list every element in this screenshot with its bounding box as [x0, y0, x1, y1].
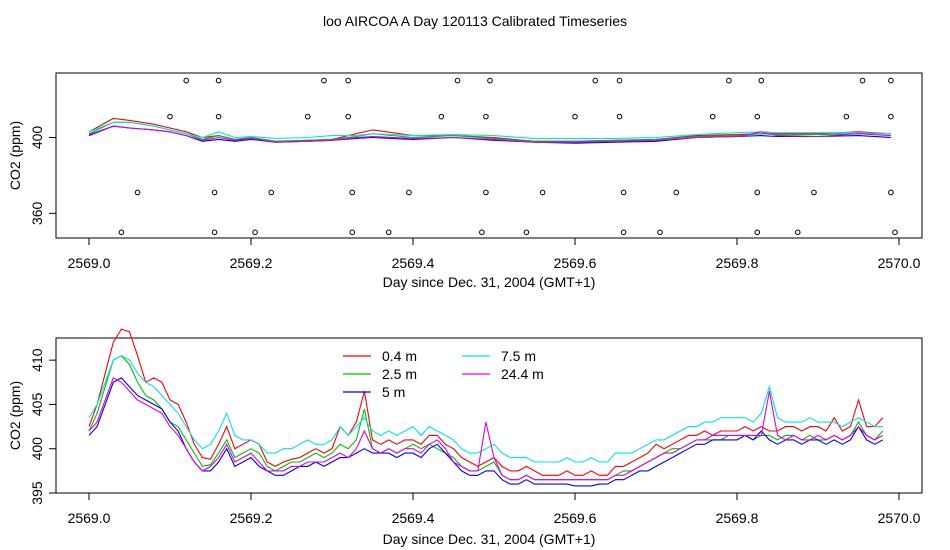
x-tick-label: 2569.2 — [230, 255, 273, 271]
flag-point — [657, 229, 663, 236]
flag-point — [304, 113, 311, 120]
y-tick-label: 400 — [29, 126, 45, 150]
series-line-0-4-m — [88, 117, 891, 142]
flag-point — [183, 77, 189, 84]
x-tick-label: 2569.4 — [392, 510, 435, 526]
flag-point — [758, 77, 765, 84]
x-tick-label: 2569.0 — [68, 510, 111, 526]
flag-point — [754, 189, 761, 196]
x-tick-label: 2569.6 — [554, 510, 597, 526]
x-axis-label: Day since Dec. 31, 2004 (GMT+1) — [383, 531, 596, 547]
flag-point — [345, 113, 352, 120]
figure-title: loo AIRCOA A Day 120113 Calibrated Times… — [323, 13, 627, 29]
y-tick-label: 395 — [29, 481, 45, 505]
flag-point — [349, 229, 356, 236]
legend-label: 2.5 m — [382, 366, 417, 382]
flag-point — [215, 113, 222, 120]
top-panel: 2569.0 2569.2 2569.4 2569.6 2569.8 2570.0 Day … — [7, 72, 923, 290]
y-tick-label: 405 — [29, 393, 45, 417]
series-line-24-4-m — [88, 125, 891, 143]
x-tick-label: 2569.2 — [230, 510, 273, 526]
flag-point — [454, 77, 461, 84]
flag-point — [673, 189, 680, 196]
x-tick-label: 2570.0 — [878, 510, 921, 526]
flag-point — [754, 229, 761, 236]
x-tick-label: 2569.8 — [716, 255, 759, 271]
flag-point — [620, 229, 627, 236]
flag-point — [385, 229, 392, 236]
flag-point — [211, 189, 218, 196]
x-axis-label: Day since Dec. 31, 2004 (GMT+1) — [383, 274, 596, 290]
plot-frame — [55, 72, 923, 239]
flag-point — [620, 189, 627, 196]
flag-point — [134, 189, 141, 196]
flag-point — [616, 113, 623, 120]
plot-frame — [55, 337, 923, 494]
series-line-5-m — [88, 377, 884, 487]
flag-point — [483, 189, 489, 196]
flag-point — [252, 229, 258, 236]
series-line-0-4-m — [88, 328, 884, 476]
flag-point — [726, 77, 732, 84]
flag-point — [888, 189, 894, 196]
flag-point — [572, 113, 578, 120]
flag-point — [479, 229, 485, 236]
flag-point — [345, 77, 352, 84]
flag-point — [539, 189, 546, 196]
y-axis-label: CO2 (ppm) — [7, 121, 23, 190]
x-tick-label: 2569.6 — [554, 255, 597, 271]
flag-point — [215, 77, 222, 84]
x-tick-label: 2569.4 — [392, 255, 435, 271]
flag-point — [592, 77, 599, 84]
flag-point — [321, 77, 327, 84]
flag-point — [211, 229, 218, 236]
legend: 0.4 m 2.5 m 5 m 7.5 m 24.4 m — [343, 348, 544, 400]
flag-point — [118, 229, 125, 236]
flag-point — [843, 113, 850, 120]
y-tick-label: 360 — [29, 201, 45, 225]
flag-point — [754, 113, 761, 120]
y-tick-label: 410 — [29, 348, 45, 372]
flag-point — [794, 229, 801, 236]
legend-label: 7.5 m — [501, 348, 536, 364]
series-line-7-5-m — [88, 355, 883, 463]
x-tick-label: 2569.8 — [716, 510, 759, 526]
legend-label: 0.4 m — [382, 348, 417, 364]
flag-point — [406, 189, 412, 196]
y-tick-label: 400 — [29, 437, 45, 461]
flag-point — [523, 229, 530, 236]
flag-point — [349, 189, 356, 196]
x-tick-label: 2570.0 — [878, 255, 921, 271]
flag-point — [709, 113, 716, 120]
flag-point — [483, 113, 489, 120]
flag-point — [487, 77, 493, 84]
flag-point — [616, 77, 623, 84]
flag-point — [888, 77, 894, 84]
bottom-panel: 2569.0 2569.2 2569.4 2569.6 2569.8 2570.0 Day … — [7, 328, 923, 547]
legend-label: 5 m — [382, 384, 405, 400]
flag-point — [167, 113, 173, 120]
x-tick-label: 2569.0 — [68, 255, 111, 271]
series-line-24-4-m — [88, 377, 884, 481]
flag-point — [268, 189, 275, 196]
flag-point — [859, 77, 866, 84]
flag-point — [888, 113, 894, 120]
flag-point — [892, 229, 898, 236]
flag-point — [811, 189, 817, 196]
y-axis-label: CO2 (ppm) — [7, 381, 23, 450]
legend-label: 24.4 m — [501, 366, 544, 382]
flag-point — [438, 113, 445, 120]
series-line-7-5-m — [88, 121, 891, 139]
